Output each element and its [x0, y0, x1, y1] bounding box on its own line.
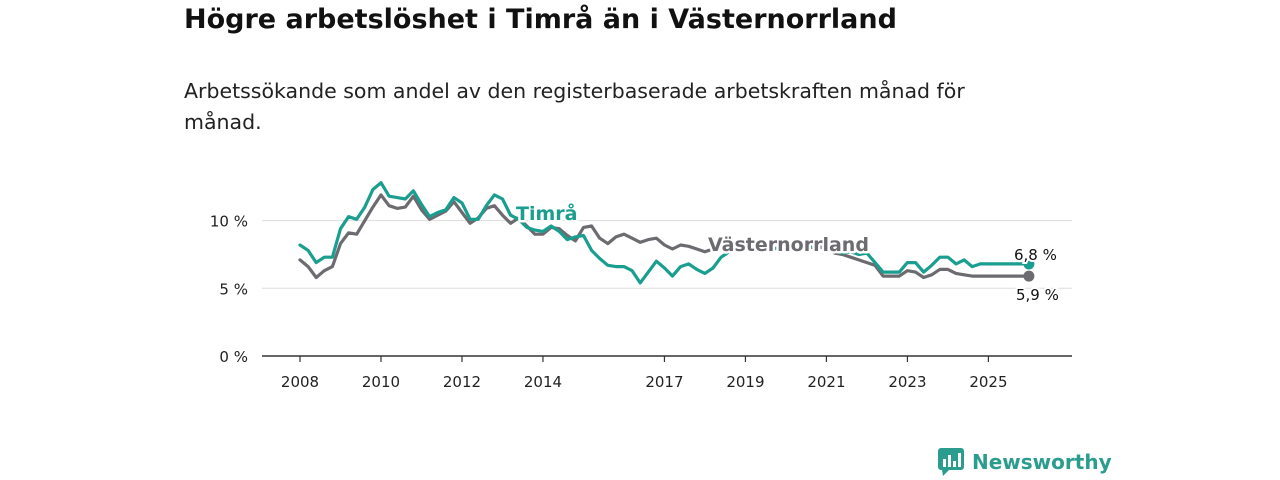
series-line-vasternorrland — [298, 193, 1031, 280]
brand-name: Newsworthy — [972, 450, 1112, 474]
x-tick-label: 2017 — [645, 373, 683, 391]
brand-logo: Newsworthy — [938, 448, 1112, 476]
chart-title: Högre arbetslöshet i Timrå än i Västerno… — [184, 4, 897, 35]
y-tick-label: 0 % — [219, 348, 248, 366]
series-label-timra: Timrå — [516, 201, 577, 225]
y-tick-label: 10 % — [210, 213, 248, 231]
x-tick-label: 2008 — [281, 373, 319, 391]
end-point-vasternorrland — [1023, 270, 1035, 282]
chart-subtitle: Arbetssökande som andel av den registerb… — [184, 79, 965, 134]
x-tick-label: 2021 — [807, 373, 845, 391]
newsworthy-logo-icon — [938, 448, 964, 476]
x-tick-label: 2019 — [726, 373, 764, 391]
end-point-timra — [1023, 258, 1035, 270]
series-label-vasternorrland: Västernorrland — [708, 234, 869, 256]
x-tick-label: 2012 — [443, 373, 481, 391]
y-tick-label: 5 % — [219, 280, 248, 298]
x-tick-label: 2025 — [969, 373, 1007, 391]
x-tick-label: 2014 — [524, 373, 562, 391]
end-value-label-vasternorrland: 5,9 % — [1016, 286, 1059, 304]
x-tick-label: 2010 — [362, 373, 400, 391]
x-tick-label: 2023 — [888, 373, 926, 391]
series-line-timra — [298, 181, 1031, 285]
end-value-label-timra: 6,8 % — [1014, 246, 1057, 264]
